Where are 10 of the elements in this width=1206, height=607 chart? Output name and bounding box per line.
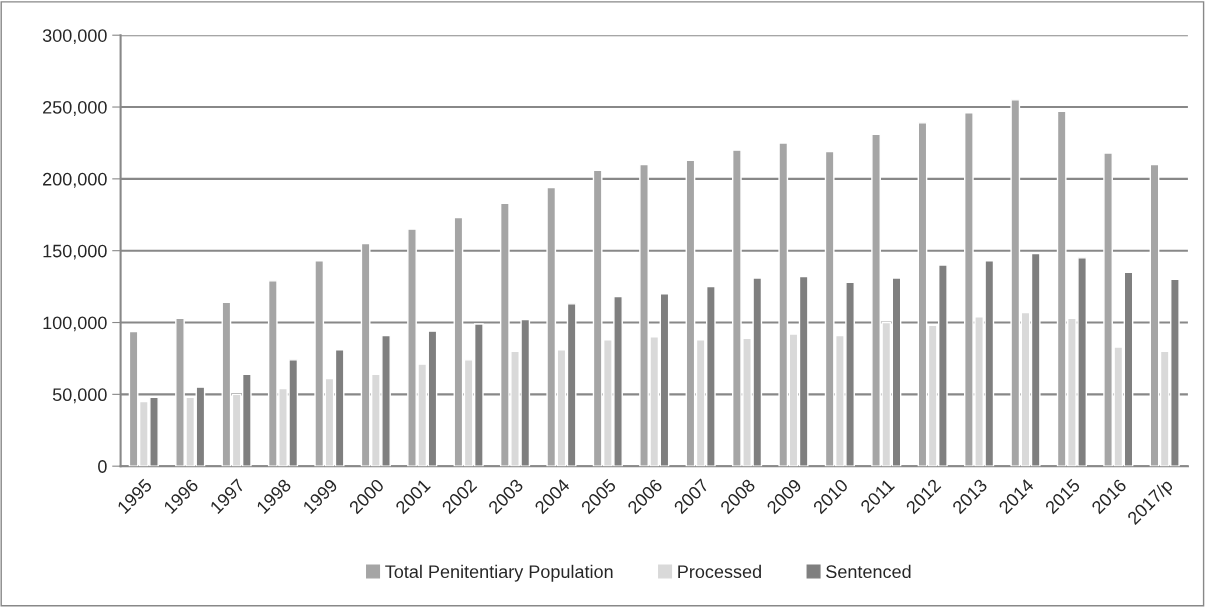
y-tick-label: 0 <box>98 460 107 473</box>
y-tick-label: 300,000 <box>42 29 107 45</box>
legend-label: Processed <box>678 564 761 579</box>
y-tick-label: 50,000 <box>52 388 107 404</box>
legend-label: Sentenced <box>826 564 911 579</box>
y-tick-label: 150,000 <box>43 244 107 260</box>
y-tick-label: 250,000 <box>43 100 107 116</box>
legend-label: Total Penitentiary Population <box>385 564 613 582</box>
y-tick-label: 100,000 <box>43 316 107 332</box>
y-tick-label: 200,000 <box>43 172 107 188</box>
